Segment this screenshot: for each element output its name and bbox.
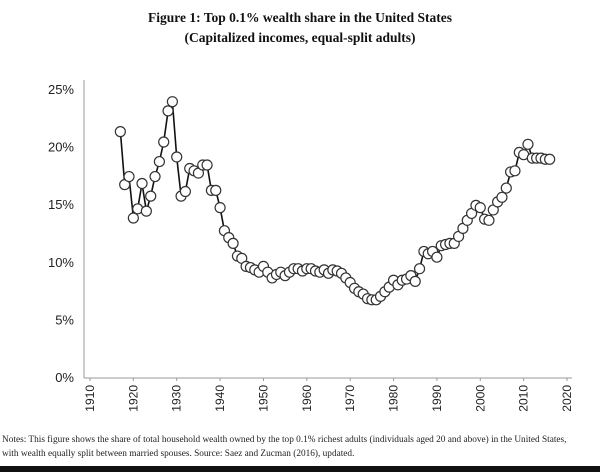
chart-title: Figure 1: Top 0.1% wealth share in the U… bbox=[147, 10, 453, 25]
data-point bbox=[214, 202, 226, 214]
data-point bbox=[145, 190, 157, 202]
data-point bbox=[149, 170, 161, 183]
x-tick-label: 1920 bbox=[126, 385, 140, 412]
data-point bbox=[162, 105, 174, 117]
x-tick-label: 1980 bbox=[387, 385, 401, 412]
data-point bbox=[544, 153, 556, 165]
data-point bbox=[409, 275, 421, 287]
chart-subtitle: (Capitalized incomes, equal-split adults… bbox=[184, 30, 416, 45]
data-point bbox=[210, 184, 222, 196]
data-point bbox=[158, 136, 170, 148]
data-point bbox=[227, 237, 239, 249]
y-tick-label: 25% bbox=[48, 82, 74, 97]
x-tick-label: 1970 bbox=[343, 385, 357, 412]
y-tick-label: 0% bbox=[55, 370, 74, 385]
data-point bbox=[140, 205, 152, 217]
data-point bbox=[496, 191, 508, 203]
bottom-border bbox=[0, 466, 600, 472]
data-point bbox=[474, 202, 486, 214]
data-point bbox=[179, 185, 191, 198]
x-tick-label: 1940 bbox=[213, 385, 227, 412]
data-point bbox=[201, 159, 213, 171]
data-point bbox=[500, 182, 512, 194]
data-point bbox=[413, 263, 426, 275]
x-tick-label: 1930 bbox=[170, 385, 184, 412]
data-point bbox=[509, 165, 521, 177]
x-tick-label: 2020 bbox=[560, 385, 574, 412]
y-tick-label: 20% bbox=[48, 140, 74, 155]
data-point bbox=[153, 155, 165, 168]
chart-notes: Notes: This figure shows the share of to… bbox=[2, 433, 600, 461]
data-point bbox=[166, 96, 178, 108]
data-point bbox=[127, 212, 139, 224]
y-tick-label: 5% bbox=[55, 312, 74, 327]
chart-plot: 0% 5% 10% 15% 20% 25% 1910 1920 1930 1940 1950 1960… bbox=[48, 80, 574, 412]
notes-line-2: with wealth equally split between marrie… bbox=[2, 449, 355, 459]
x-tick-label: 1990 bbox=[430, 385, 444, 412]
x-tick-label: 1910 bbox=[83, 385, 97, 412]
data-point bbox=[431, 251, 443, 263]
data-point bbox=[171, 151, 183, 163]
x-tick-label: 1950 bbox=[256, 385, 270, 412]
x-tick-label: 2010 bbox=[517, 385, 531, 412]
x-tick-label: 2000 bbox=[473, 385, 487, 412]
y-tick-label: 10% bbox=[48, 255, 74, 270]
data-point bbox=[114, 126, 126, 138]
data-point bbox=[483, 214, 495, 226]
y-tick-label: 15% bbox=[48, 197, 74, 212]
notes-line-1: Notes: This figure shows the share of to… bbox=[2, 435, 567, 445]
data-point bbox=[136, 177, 148, 190]
data-point bbox=[123, 170, 135, 183]
x-tick-label: 1960 bbox=[300, 385, 314, 412]
data-point bbox=[522, 138, 534, 150]
